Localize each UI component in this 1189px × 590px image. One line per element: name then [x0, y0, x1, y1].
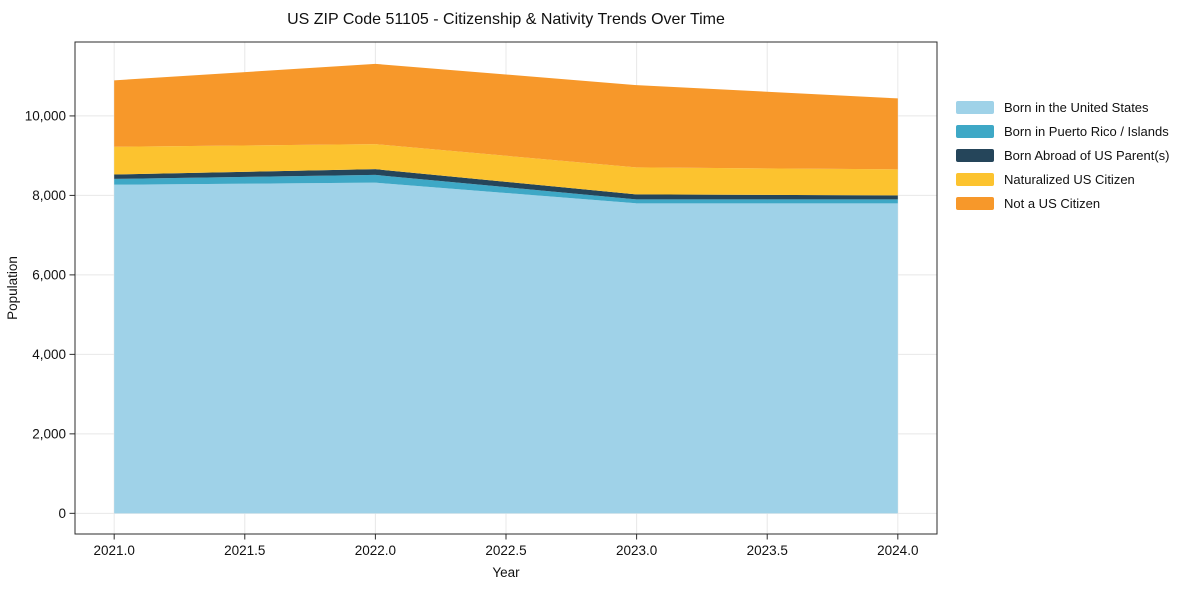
legend-label: Born in the United States: [1004, 100, 1149, 115]
legend-swatch-icon: [956, 149, 994, 162]
y-tick-label: 6,000: [32, 267, 66, 282]
x-tick-label: 2022.5: [485, 543, 526, 558]
area-not-a-us-citizen: [114, 63, 898, 170]
area-naturalized-us-citizen: [114, 144, 898, 196]
legend-item-born-in-the-united-states: Born in the United States: [956, 101, 1169, 114]
legend-swatch-icon: [956, 101, 994, 114]
y-tick-label: 10,000: [25, 109, 66, 124]
x-tick-label: 2022.0: [355, 543, 396, 558]
y-axis-label: Population: [5, 256, 20, 320]
legend-label: Not a US Citizen: [1004, 196, 1101, 211]
legend-item-born-abroad-of-us-parent-s: Born Abroad of US Parent(s): [956, 149, 1169, 162]
x-tick-label: 2023.5: [747, 543, 788, 558]
legend-label: Naturalized US Citizen: [1004, 172, 1135, 187]
x-tick-label: 2021.0: [94, 543, 135, 558]
x-tick-label: 2021.5: [224, 543, 265, 558]
area-born-abroad-of-us-parent-s: [114, 169, 898, 200]
chart-title: US ZIP Code 51105 - Citizenship & Nativi…: [287, 11, 725, 28]
legend-swatch-icon: [956, 125, 994, 138]
area-born-in-the-united-states: [114, 182, 898, 514]
legend-item-not-a-us-citizen: Not a US Citizen: [956, 197, 1169, 210]
axis-tick-labels: 2021.0 2021.5 2022.0 2022.5 2023.0 2023.5 2024…: [25, 109, 919, 558]
legend-label: Born in Puerto Rico / Islands: [1004, 124, 1169, 139]
y-tick-label: 2,000: [32, 426, 66, 441]
area-born-in-puerto-rico-islands: [114, 174, 898, 204]
x-axis-label: Year: [492, 565, 520, 580]
legend-label: Born Abroad of US Parent(s): [1004, 148, 1170, 163]
x-tick-label: 2024.0: [877, 543, 918, 558]
legend-item-naturalized-us-citizen: Naturalized US Citizen: [956, 173, 1169, 186]
legend: Born in the United States Born in Puerto …: [956, 101, 1169, 221]
legend-swatch-icon: [956, 173, 994, 186]
legend-item-born-in-puerto-rico-islands: Born in Puerto Rico / Islands: [956, 125, 1169, 138]
axis-ticks: [69, 115, 899, 540]
legend-swatch-icon: [956, 197, 994, 210]
y-tick-label: 8,000: [32, 188, 66, 203]
y-tick-label: 0: [58, 506, 66, 521]
x-tick-label: 2023.0: [616, 543, 657, 558]
stacked-areas: [114, 63, 898, 514]
y-tick-label: 4,000: [32, 347, 66, 362]
